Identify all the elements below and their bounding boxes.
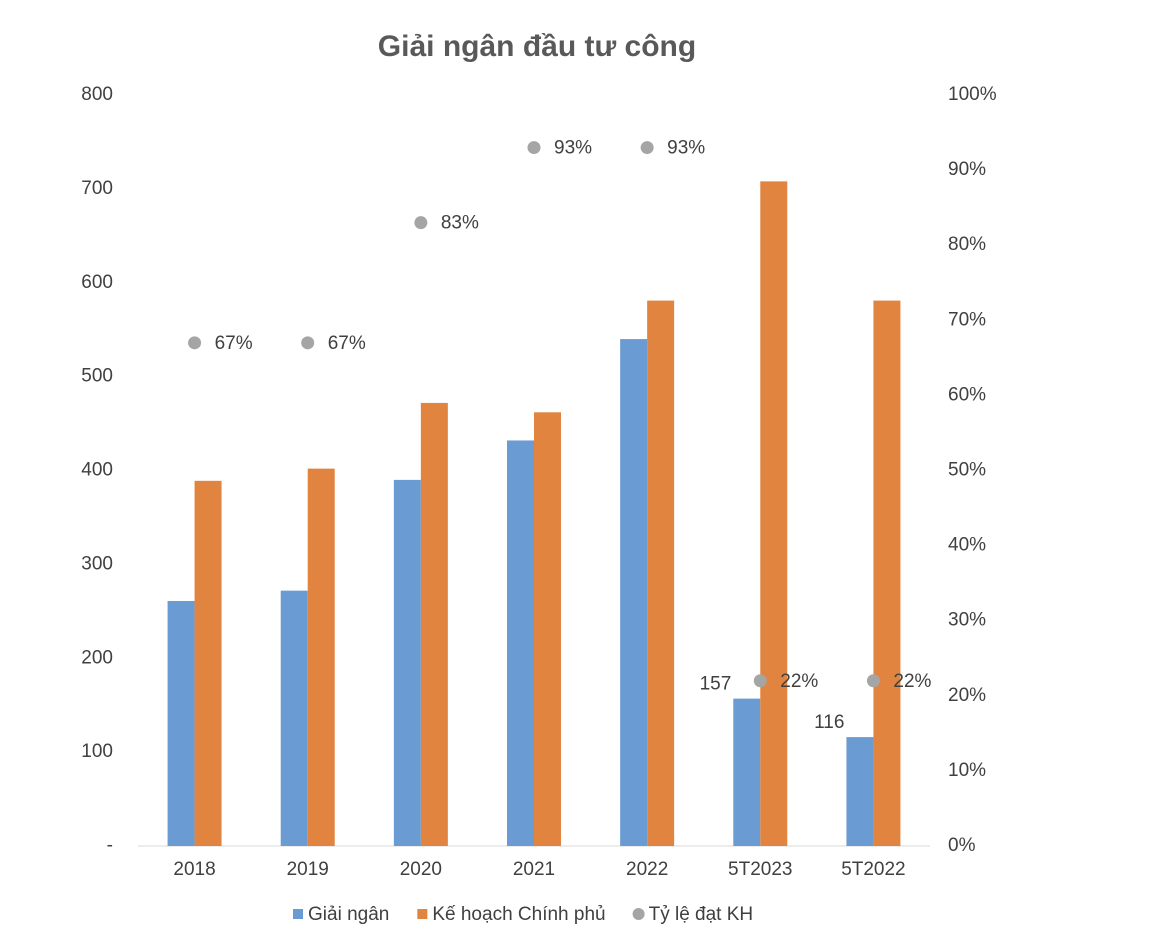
y-tick-label: 400 [81, 460, 113, 481]
y-tick-label: 300 [81, 553, 113, 574]
y-tick-label: 700 [81, 178, 113, 199]
bar [873, 300, 901, 846]
data-label: 116 [814, 712, 844, 733]
y2-tick-label: 40% [948, 535, 986, 556]
dot [301, 336, 315, 350]
y2-tick-label: 70% [948, 309, 986, 330]
chart-title: Giải ngân đầu tư công [378, 30, 696, 63]
legend-swatch [293, 909, 303, 919]
bar [733, 698, 761, 846]
data-label: 93% [667, 138, 705, 159]
bar [194, 480, 222, 846]
dot [866, 674, 880, 688]
dot [527, 141, 541, 155]
bar [393, 479, 421, 846]
y2-tick-label: 0% [948, 835, 976, 856]
data-label: 22% [893, 671, 931, 692]
legend-label: Tỷ lệ đạt KH [649, 904, 754, 925]
y2-tick-label: 30% [948, 610, 986, 631]
y-tick-label: 500 [81, 366, 113, 387]
y-tick-label: 600 [81, 272, 113, 293]
x-tick-label: 5T2022 [841, 859, 905, 880]
data-label: 22% [780, 671, 818, 692]
bar [647, 300, 675, 846]
x-tick-label: 2021 [513, 859, 555, 880]
y2-tick-label: 100% [948, 84, 997, 105]
bar [846, 737, 874, 846]
x-tick-label: 2018 [173, 859, 215, 880]
bar [534, 412, 561, 846]
legend-label: Giải ngân [308, 904, 389, 925]
dot [188, 336, 202, 350]
dot [414, 216, 428, 230]
y-tick-label: 200 [81, 647, 113, 668]
bar [620, 339, 648, 846]
legend-swatch [632, 908, 645, 920]
dot [640, 141, 654, 155]
y2-tick-label: 80% [948, 234, 986, 255]
data-label: 157 [700, 674, 732, 695]
bar [507, 440, 534, 846]
y2-tick-label: 90% [948, 159, 986, 180]
data-label: 83% [441, 213, 479, 234]
legend-swatch [417, 909, 428, 919]
x-tick-label: 2022 [626, 859, 668, 880]
x-tick-label: 2020 [400, 859, 442, 880]
x-tick-label: 5T2023 [728, 859, 792, 880]
y-tick-label: - [107, 835, 113, 856]
y-tick-label: 800 [81, 84, 113, 105]
bar [760, 181, 788, 847]
x-tick-label: 2019 [287, 859, 329, 880]
y2-tick-label: 50% [948, 460, 986, 481]
data-label: 67% [328, 333, 366, 354]
data-label: 93% [554, 138, 592, 159]
bar [280, 590, 308, 846]
bar [420, 402, 448, 846]
dot [753, 674, 767, 688]
y-tick-label: 100 [81, 741, 113, 762]
bar [167, 600, 195, 846]
legend-label: Kế hoạch Chính phủ [432, 904, 605, 925]
y2-tick-label: 10% [948, 760, 986, 781]
y2-tick-label: 60% [948, 384, 986, 405]
y2-tick-label: 20% [948, 685, 986, 706]
bar [307, 468, 335, 846]
data-label: 67% [215, 333, 253, 354]
